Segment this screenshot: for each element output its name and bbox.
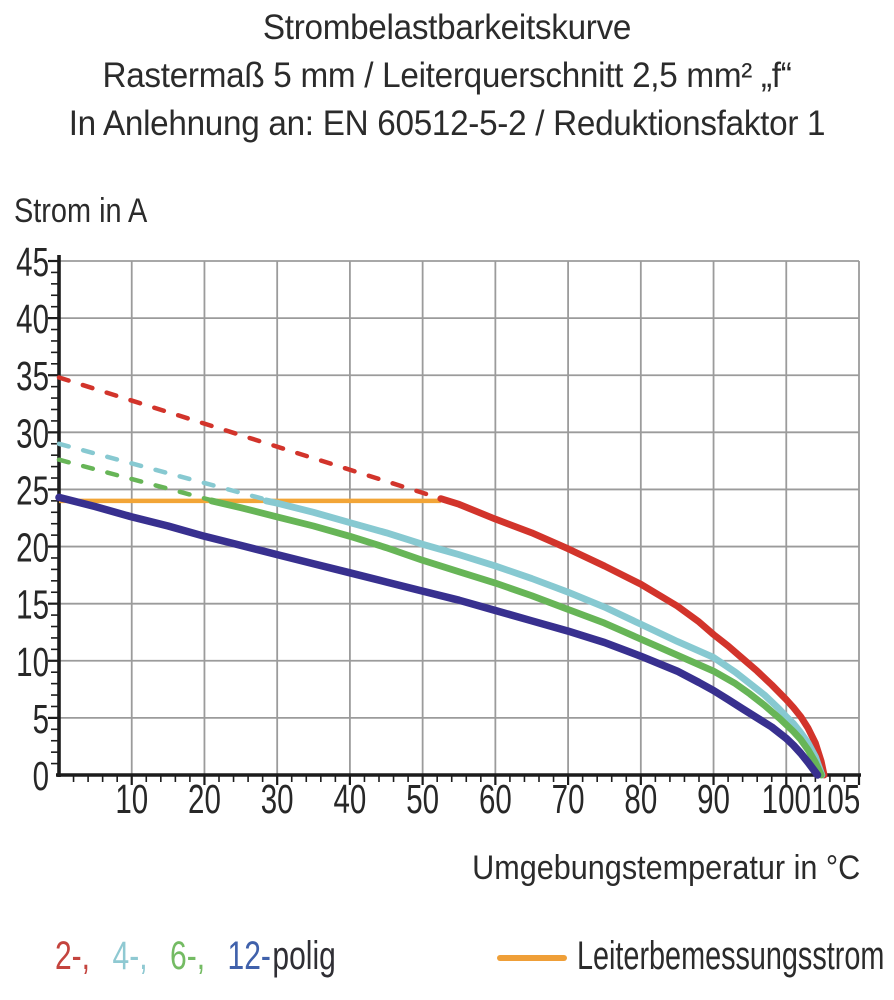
x-tick-label: 30 (261, 776, 294, 822)
x-tick-label: 40 (333, 776, 366, 822)
pole-legend: 2-, 4-, 6-, 12- polig (55, 934, 336, 979)
y-tick-label: 45 (16, 239, 49, 285)
curve-4-polig (262, 497, 826, 779)
y-tick-label: 35 (16, 353, 49, 399)
curve-12-polig (55, 493, 822, 779)
x-tick-label: 90 (697, 776, 730, 822)
x-tick-label: 70 (552, 776, 585, 822)
y-tick-label: 15 (16, 582, 49, 628)
legend-polig-label: polig (272, 934, 336, 978)
curve-2-polig-dashed (56, 375, 444, 501)
legend-2-polig: 2-, (55, 934, 91, 978)
title-line-3: In Anlehnung an: EN 60512-5-2 / Reduktio… (68, 104, 826, 143)
chart-title-block: Strombelastbarkeitskurve Rastermaß 5 mm … (0, 4, 894, 148)
y-tick-label: 0 (33, 753, 49, 799)
x-tick-label: 20 (188, 776, 221, 822)
legend-6-polig: 6-, (170, 934, 206, 978)
legend-4-polig: 4-, (112, 934, 148, 978)
rated-current-line-swatch (497, 955, 567, 961)
x-tick-label: 10 (115, 776, 148, 822)
curve-6-polig-dashed (56, 457, 214, 503)
y-tick-label: 10 (16, 639, 49, 685)
legend-rated-current-label: Leiterbemessungsstrom (577, 934, 885, 978)
y-tick-label: 5 (33, 696, 49, 742)
x-tick-label: 100 (762, 776, 811, 822)
x-tick-label: 105 (811, 776, 860, 822)
curve-4-polig-dashed (56, 441, 269, 502)
y-axis-title: Strom in A (14, 192, 148, 230)
legend-12-polig: 12- (227, 934, 271, 978)
x-tick-label: 60 (479, 776, 512, 822)
curve-2-polig (437, 495, 828, 779)
y-tick-label: 20 (16, 525, 49, 571)
x-tick-label: 50 (406, 776, 439, 822)
y-tick-label: 30 (16, 411, 49, 457)
title-line-2: Rastermaß 5 mm / Leiterquerschnitt 2,5 m… (102, 56, 792, 95)
curve-6-polig (208, 497, 825, 779)
x-tick-label: 80 (624, 776, 657, 822)
y-tick-label: 25 (16, 468, 49, 514)
title-line-1: Strombelastbarkeitskurve (262, 8, 632, 47)
x-axis-title: Umgebungstemperatur in °C (471, 849, 860, 887)
y-tick-label: 40 (16, 296, 49, 342)
